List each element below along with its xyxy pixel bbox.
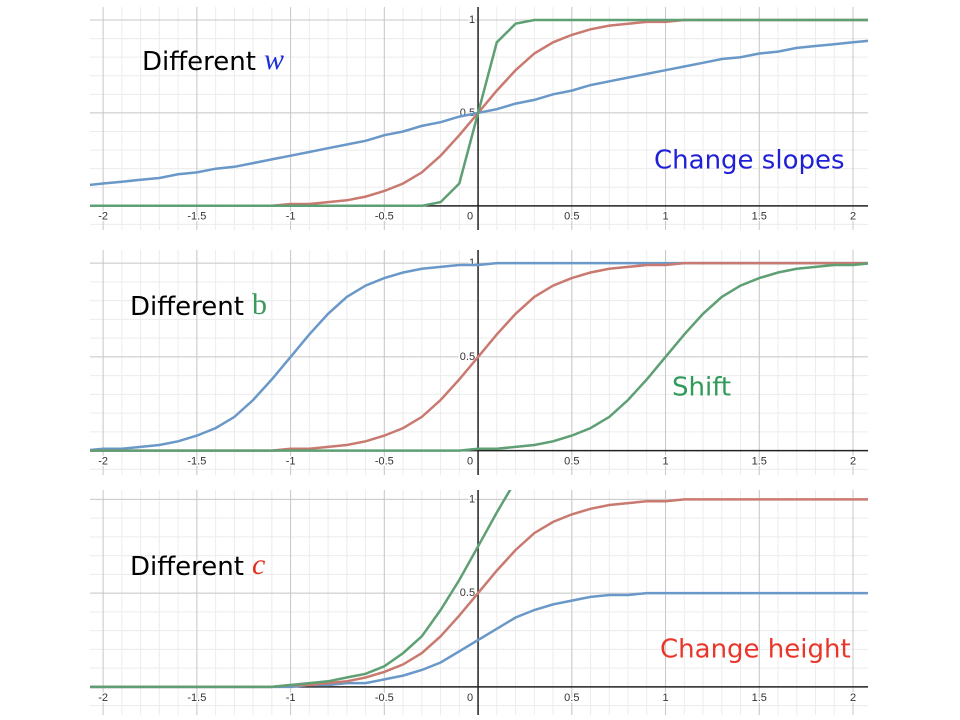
series-line (90, 18, 868, 208)
x-tick-label: -0.5 (375, 211, 394, 223)
annotation-text: Different (130, 552, 244, 582)
annotation: Change slopes (654, 146, 845, 176)
x-tick-label: 0.5 (564, 692, 579, 704)
annotation: Different b (130, 288, 267, 322)
annotation-text: Different (130, 292, 244, 322)
variable: w (264, 43, 284, 76)
x-tick-label: 2 (850, 692, 856, 704)
x-tick-label: -2 (98, 456, 108, 468)
x-tick-label: 1.5 (752, 211, 767, 223)
x-tick-label: -1.5 (187, 456, 206, 468)
x-tick-label: 2 (850, 456, 856, 468)
x-tick-label: 1.5 (752, 692, 767, 704)
x-tick-label: -1.5 (187, 692, 206, 704)
series-line (90, 490, 512, 689)
x-tick-label: -1.5 (187, 211, 206, 223)
x-tick-label: 0 (467, 456, 473, 468)
annotation: Different c (130, 548, 265, 582)
x-tick-label: 0 (467, 692, 473, 704)
x-tick-label: -0.5 (375, 456, 394, 468)
y-tick-label: 1 (469, 257, 475, 269)
x-tick-label: 0 (467, 211, 473, 223)
x-tick-label: -1 (286, 456, 296, 468)
x-tick-label: 2 (850, 211, 856, 223)
x-tick-label: 1 (662, 211, 668, 223)
x-tick-label: 0.5 (564, 211, 579, 223)
x-tick-label: -1 (286, 692, 296, 704)
y-tick-label: 1 (469, 493, 475, 505)
y-tick-label: 1 (469, 14, 475, 26)
annotation: Shift (672, 373, 731, 403)
variable: c (252, 548, 265, 581)
annotation-text: Different (142, 47, 256, 77)
x-tick-label: 1 (662, 692, 668, 704)
x-tick-label: -2 (98, 211, 108, 223)
annotation: Different w (142, 43, 284, 77)
x-tick-label: 1.5 (752, 456, 767, 468)
series-line (90, 262, 868, 452)
x-tick-label: 1 (662, 456, 668, 468)
x-tick-label: -0.5 (375, 692, 394, 704)
variable: b (252, 288, 267, 321)
panel: -2 -1.5 -1 -0.5 0 0.5 1 1.5 2 0.5 1 Different b Shift (90, 250, 868, 475)
y-tick-label: 0.5 (460, 351, 475, 363)
x-tick-label: 0.5 (564, 456, 579, 468)
y-tick-label: 0.5 (460, 587, 475, 599)
x-tick-label: -2 (98, 692, 108, 704)
panel: -2 -1.5 -1 -0.5 0 0.5 1 1.5 2 0.5 1 Different c Chang… (90, 490, 868, 715)
annotation: Change height (660, 635, 851, 665)
x-tick-label: -1 (286, 211, 296, 223)
